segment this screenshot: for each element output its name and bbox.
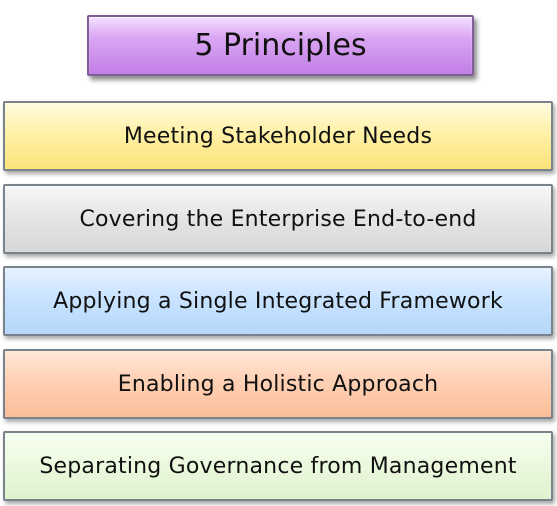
- principle-label: Separating Governance from Management: [39, 453, 517, 479]
- principle-label: Covering the Enterprise End-to-end: [79, 206, 477, 232]
- principle-box-2: Covering the Enterprise End-to-end: [3, 184, 553, 254]
- principle-box-5: Separating Governance from Management: [3, 431, 553, 501]
- principle-label: Applying a Single Integrated Framework: [53, 288, 503, 314]
- principle-label: Enabling a Holistic Approach: [117, 371, 439, 397]
- principle-label: Meeting Stakeholder Needs: [123, 123, 433, 149]
- principle-box-3: Applying a Single Integrated Framework: [3, 266, 553, 336]
- principle-box-1: Meeting Stakeholder Needs: [3, 101, 553, 171]
- principle-box-4: Enabling a Holistic Approach: [3, 349, 553, 419]
- diagram-title: 5 Principles: [87, 15, 474, 76]
- diagram-title-text: 5 Principles: [194, 28, 367, 63]
